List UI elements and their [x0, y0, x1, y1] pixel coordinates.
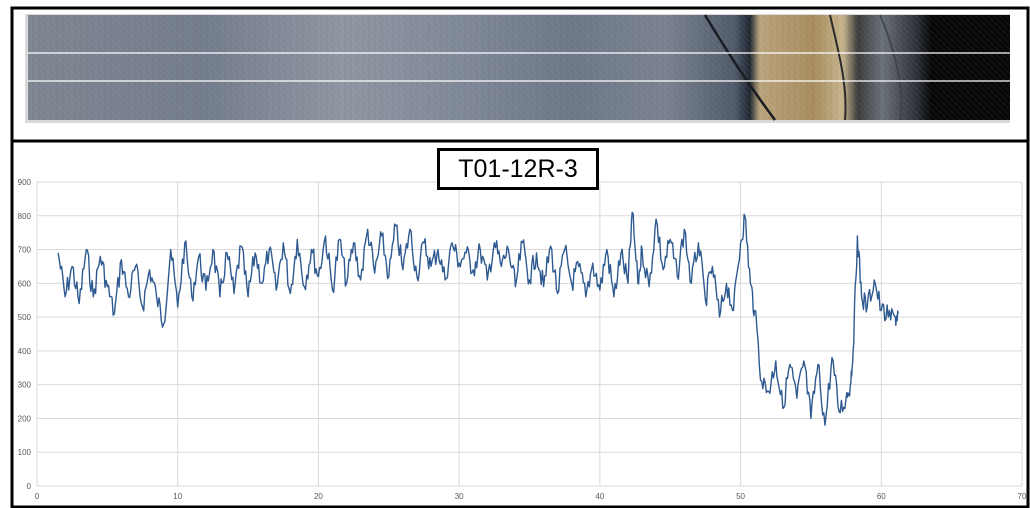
y-tick-label: 400	[18, 347, 32, 356]
x-tick-label: 20	[314, 492, 323, 501]
y-tick-label: 500	[18, 313, 32, 322]
x-tick-label: 70	[1018, 492, 1027, 501]
chart-title: T01-12R-3	[437, 148, 599, 190]
x-tick-label: 40	[595, 492, 604, 501]
x-tick-label: 30	[455, 492, 464, 501]
y-tick-label: 300	[18, 381, 32, 390]
y-axis-tick-labels: 0 100 200 300 400 500 600 700 800 900	[18, 178, 32, 491]
y-tick-label: 0	[27, 482, 32, 491]
y-tick-label: 700	[18, 246, 32, 255]
y-tick-label: 900	[18, 178, 32, 187]
x-tick-label: 0	[35, 492, 40, 501]
series-line	[57, 211, 899, 426]
x-tick-label: 60	[877, 492, 886, 501]
y-tick-label: 100	[18, 448, 32, 457]
chart-panel-frame	[10, 139, 1030, 508]
x-axis-tick-labels: 0 10 20 30 40 50 60 70	[35, 492, 1027, 501]
core-scan-image	[25, 14, 1010, 123]
y-tick-label: 200	[18, 414, 32, 423]
x-tick-label: 10	[173, 492, 182, 501]
x-tick-label: 50	[736, 492, 745, 501]
y-tick-label: 600	[18, 279, 32, 288]
y-tick-label: 800	[18, 212, 32, 221]
